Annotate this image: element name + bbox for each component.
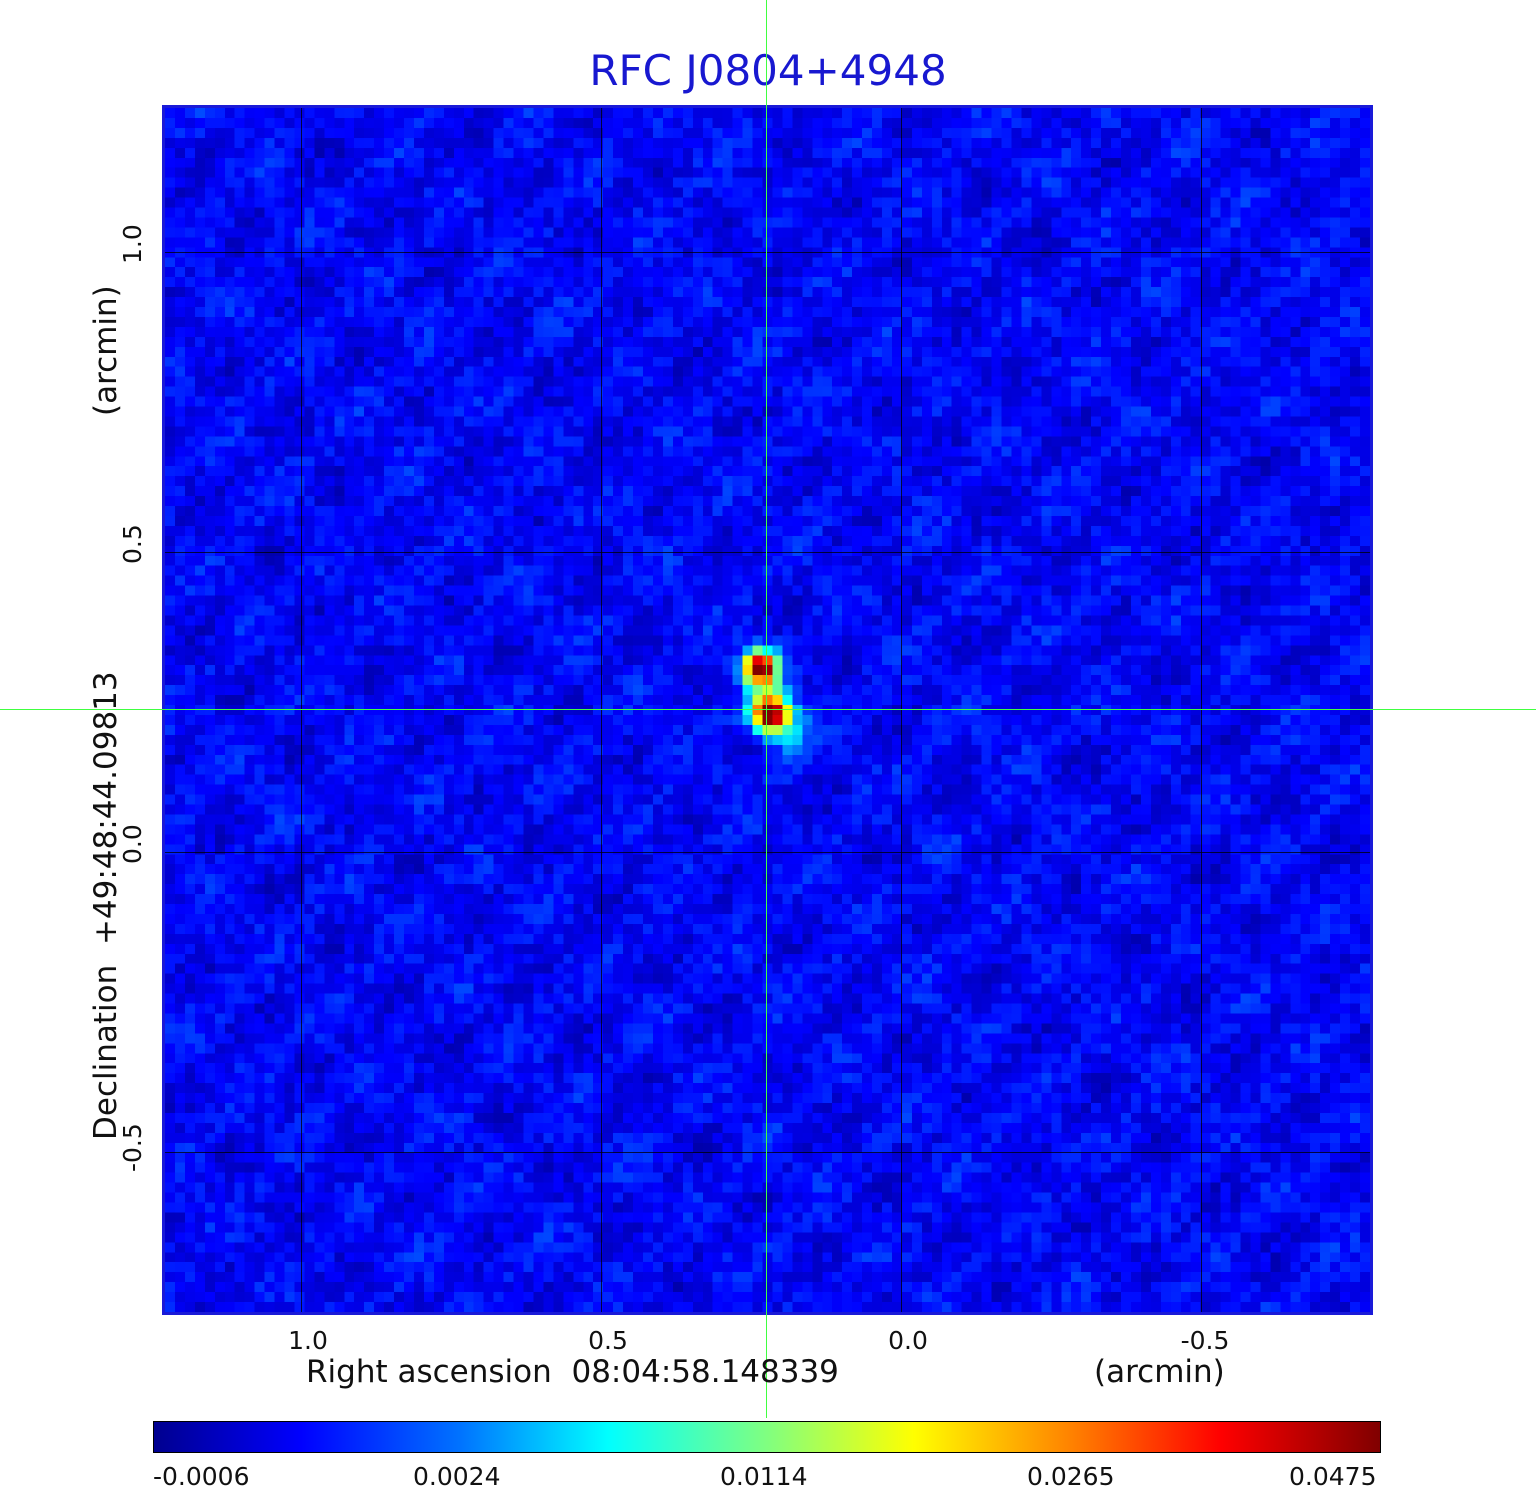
crosshair-vertical: [766, 0, 767, 1418]
x-tick-label: 0.0: [888, 1326, 928, 1355]
colorbar: [153, 1421, 1381, 1453]
x-tick-label: 1.0: [288, 1326, 328, 1355]
colorbar-tick-label: 0.0265: [1027, 1462, 1115, 1491]
grid-line-y-0.0: [165, 852, 1370, 853]
grid-line-y-1.0: [165, 252, 1370, 253]
grid-line-x-0.5: [601, 108, 602, 1312]
crosshair-horizontal: [0, 709, 1536, 710]
y-axis-unit: (arcmin): [88, 285, 124, 416]
plot-title: RFC J0804+4948: [589, 46, 947, 95]
grid-line-x--0.5: [1201, 108, 1202, 1312]
y-tick-label: 1.0: [118, 224, 147, 264]
colorbar-tick-label: 0.0114: [720, 1462, 808, 1491]
grid-line-x-1.0: [301, 108, 302, 1312]
x-tick-label: -0.5: [1180, 1326, 1230, 1355]
y-axis-label: Declination +49:48:44.09813: [88, 671, 124, 1140]
colorbar-tick-label: -0.0006: [153, 1462, 250, 1491]
x-axis-unit: (arcmin): [1094, 1354, 1225, 1390]
intensity-map-image[interactable]: [165, 108, 1370, 1312]
colorbar-tick-label: 0.0475: [1289, 1462, 1377, 1491]
grid-line-y--0.5: [165, 1152, 1370, 1153]
x-axis-label: Right ascension 08:04:58.148339: [306, 1354, 839, 1390]
y-tick-label: 0.5: [118, 524, 147, 564]
colorbar-tick-label: 0.0024: [413, 1462, 501, 1491]
x-tick-label: 0.5: [588, 1326, 628, 1355]
grid-line-x-0.0: [901, 108, 902, 1312]
grid-line-y-0.5: [165, 552, 1370, 553]
